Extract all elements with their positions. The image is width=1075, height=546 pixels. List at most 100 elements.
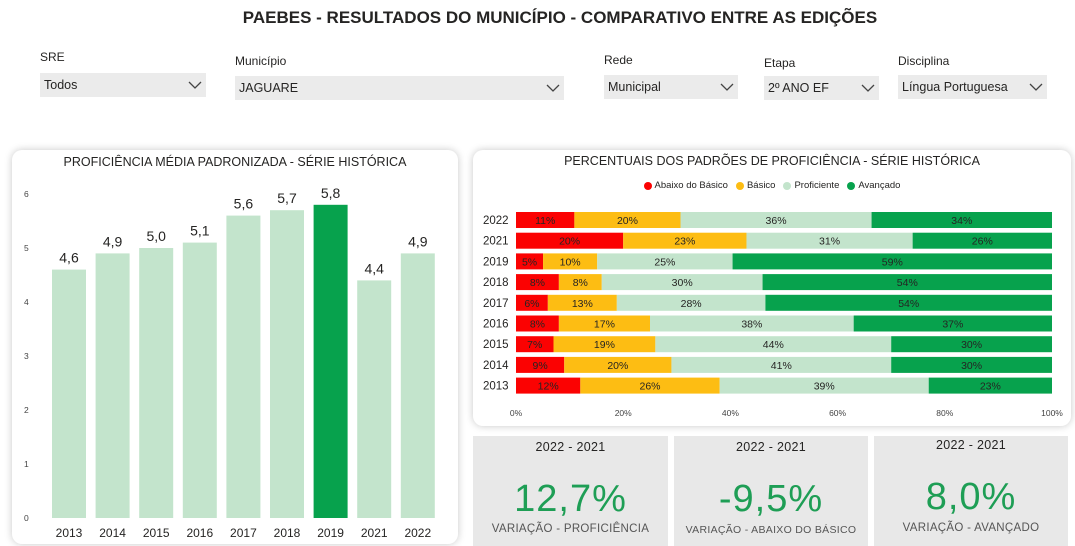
y-tick-label: 6: [24, 189, 29, 199]
chart-title: PROFICIÊNCIA MÉDIA PADRONIZADA - SÉRIE H…: [63, 155, 407, 169]
stacked-segment: [891, 336, 1052, 353]
kpi-caption: VARIAÇÃO - ABAIXO DO BÁSICO: [685, 524, 857, 536]
stacked-segment: [928, 377, 1052, 394]
y-tick-label: 2014: [483, 360, 509, 372]
kpi-period: 2022 - 2021: [935, 438, 1007, 452]
legend-item[interactable]: Proficiente: [783, 180, 839, 191]
stacked-segment: [558, 315, 650, 332]
legend-label: Proficiente: [794, 180, 840, 191]
stacked-segment: [671, 356, 892, 373]
sre-dropdown[interactable]: Todos: [40, 73, 206, 97]
data-label: 20%: [607, 360, 628, 372]
data-label: 30%: [672, 277, 693, 289]
data-label: 36%: [766, 215, 787, 227]
data-label: 5%: [522, 256, 537, 268]
data-label: 8%: [530, 277, 545, 289]
data-label: 12%: [538, 381, 559, 393]
stacked-segment: [597, 253, 733, 270]
bar: [182, 242, 217, 518]
proficiency-bar-chart: 0 1 2 3 4 5 6 4,6 2013 4,9 2014 5,0 2015 5,1 2016 5,6 20…: [24, 185, 435, 540]
kpi-period: 2022 - 2021: [535, 440, 606, 454]
stacked-segment: [765, 294, 1052, 311]
y-tick-label: 3: [24, 351, 29, 361]
data-label: 31%: [819, 236, 840, 248]
kpi-caption: VARIAÇÃO - AVANÇADO: [902, 522, 1040, 534]
data-label: 11%: [535, 215, 555, 227]
stacked-segment: [516, 253, 544, 270]
chevron-down-icon: [546, 84, 560, 92]
data-label: 10%: [560, 256, 581, 268]
filter-rede: Rede Municipal: [604, 53, 738, 101]
data-label: 23%: [980, 381, 1001, 393]
data-label: 38%: [741, 319, 762, 331]
stacked-segment: [564, 356, 672, 373]
legend-item[interactable]: Abaixo do Básico: [643, 180, 728, 191]
stacked-segment: [553, 336, 656, 353]
etapa-dropdown[interactable]: 2º ANO EF: [764, 76, 879, 100]
bar: [313, 204, 348, 519]
data-label: 30%: [961, 339, 982, 351]
stacked-segment: [516, 315, 559, 332]
x-tick-label: 40%: [722, 408, 739, 418]
chevron-down-icon: [720, 83, 734, 91]
stacked-segment: [623, 232, 747, 249]
y-tick-label: 2018: [483, 277, 509, 289]
page-title: PAEBES - RESULTADOS DO MUNICÍPIO - COMPA…: [242, 8, 878, 27]
y-tick-label: 2013: [483, 381, 509, 393]
stacked-segment: [650, 315, 854, 332]
stacked-segment: [719, 377, 929, 394]
x-tick-label: 2015: [143, 526, 170, 540]
legend-marker-green: [847, 181, 856, 190]
data-label: 37%: [942, 319, 963, 331]
municipio-dropdown[interactable]: JAGUARE: [235, 76, 564, 100]
chevron-down-icon: [188, 81, 202, 89]
filter-label: Rede: [604, 53, 633, 67]
stacked-segment: [547, 294, 617, 311]
x-tick-label: 80%: [936, 408, 953, 418]
x-tick-label: 60%: [829, 408, 846, 418]
y-tick-label: 4: [24, 297, 29, 307]
stacked-segment: [516, 377, 581, 394]
kpi-card-proficiencia: 2022 - 2021 12,7% VARIAÇÃO - PROFICIÊNCI…: [473, 436, 668, 546]
y-tick-label: 2019: [483, 256, 509, 268]
filter-label: Etapa: [764, 56, 796, 70]
disciplina-dropdown[interactable]: Língua Portuguesa: [898, 75, 1047, 99]
stacked-segment: [746, 232, 913, 249]
stacked-segment: [516, 232, 624, 249]
dropdown-value: Língua Portuguesa: [902, 80, 1008, 94]
legend-item[interactable]: Básico: [735, 180, 775, 191]
data-label: 5,1: [190, 223, 210, 239]
chevron-down-icon: [861, 84, 875, 92]
chevron-down-icon: [1029, 83, 1043, 91]
data-label: 54%: [897, 277, 918, 289]
x-tick-label: 2014: [99, 526, 126, 540]
x-tick-label: 2021: [361, 526, 388, 540]
rede-dropdown[interactable]: Municipal: [604, 75, 738, 99]
data-label: 44%: [763, 339, 784, 351]
stacked-segment: [891, 356, 1052, 373]
filter-label: Disciplina: [898, 54, 950, 68]
dropdown-value: JAGUARE: [239, 81, 299, 95]
x-tick-label: 2017: [230, 526, 257, 540]
stacked-segment: [871, 212, 1052, 228]
data-label: 4,9: [408, 233, 428, 249]
y-tick-label: 2021: [483, 236, 509, 248]
y-tick-label: 2022: [483, 215, 509, 227]
stacked-segment: [516, 336, 554, 353]
filter-disciplina: Disciplina Língua Portuguesa: [898, 54, 1047, 102]
legend-marker-light-green: [783, 181, 792, 190]
stacked-segment: [580, 377, 720, 394]
stacked-segment: [912, 232, 1052, 249]
chart-title: PERCENTUAIS DOS PADRÕES DE PROFICIÊNCIA …: [564, 154, 980, 168]
legend-item[interactable]: Avançado: [847, 180, 900, 191]
data-label: 26%: [639, 381, 660, 393]
data-label: 5,0: [146, 228, 166, 244]
x-tick-label: 20%: [615, 408, 632, 418]
x-tick-label: 2018: [274, 526, 301, 540]
data-label: 20%: [617, 215, 638, 227]
stacked-segment: [516, 274, 559, 291]
y-tick-label: 5: [24, 243, 29, 253]
y-tick-label: 2016: [483, 319, 509, 331]
data-label: 4,6: [59, 250, 79, 266]
bar: [95, 253, 130, 518]
